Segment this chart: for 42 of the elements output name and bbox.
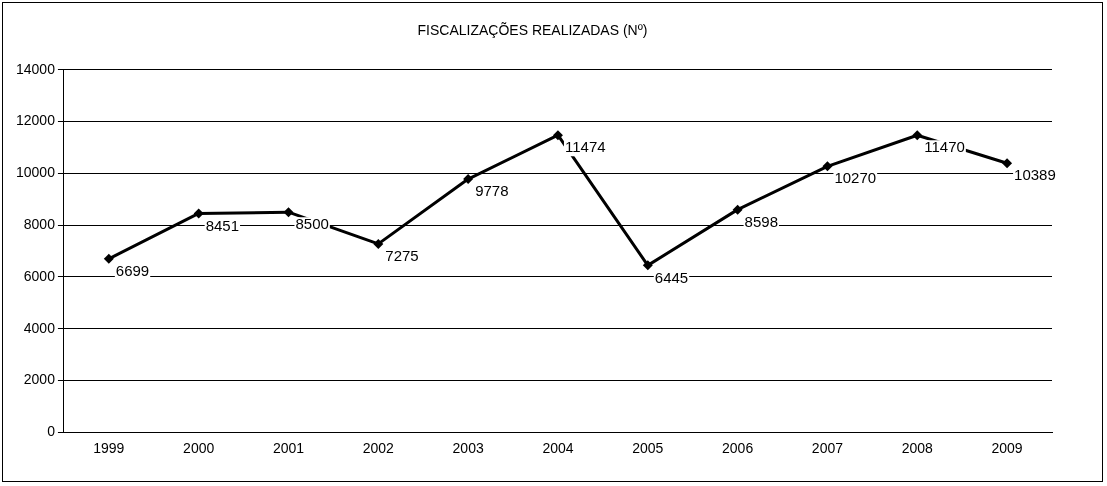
x-tick-label: 2001 (272, 440, 305, 457)
x-tick-label: 2000 (183, 440, 215, 457)
data-label: 10270 (834, 169, 877, 187)
chart-title: FISCALIZAÇÕES REALIZADAS (Nº) (417, 22, 648, 39)
y-tick-label: 14000 (15, 60, 56, 77)
x-tick-label: 2006 (722, 440, 754, 457)
point (463, 174, 474, 185)
y-tick-label: 10000 (15, 164, 56, 181)
x-tick-label: 2005 (632, 440, 664, 457)
x-tick-label: 1999 (93, 440, 125, 457)
y-tick-label: 6000 (23, 267, 56, 284)
point (193, 208, 204, 219)
y-tick-label: 8000 (23, 215, 56, 232)
point (642, 260, 653, 271)
data-label: 8451 (205, 216, 240, 234)
x-tick-label: 2002 (362, 440, 395, 457)
data-label: 6699 (115, 261, 150, 279)
data-label: 11474 (564, 138, 606, 156)
data-label: 11470 (924, 138, 965, 156)
data-label: 6445 (654, 268, 689, 286)
point (1002, 158, 1013, 169)
point (822, 161, 833, 172)
x-tick-label: 2008 (901, 440, 934, 457)
point (552, 130, 563, 141)
data-label: 10389 (1014, 166, 1056, 184)
point (103, 253, 114, 264)
y-tick-label: 12000 (15, 112, 56, 129)
data-label: 8500 (295, 215, 329, 233)
data-label: 9778 (475, 182, 509, 200)
x-tick-label: 2004 (542, 440, 574, 457)
point (283, 207, 294, 218)
point (912, 130, 923, 141)
x-tick-label: 2007 (811, 440, 844, 457)
y-tick-label: 0 (47, 423, 56, 440)
point (732, 204, 743, 215)
y-tick-label: 2000 (23, 371, 56, 388)
x-tick-label: 2003 (452, 440, 484, 457)
data-label: 8598 (744, 212, 778, 230)
data-label: 7275 (385, 247, 419, 265)
point (373, 238, 384, 249)
x-tick-label: 2009 (991, 440, 1023, 457)
y-tick-label: 4000 (23, 319, 56, 336)
